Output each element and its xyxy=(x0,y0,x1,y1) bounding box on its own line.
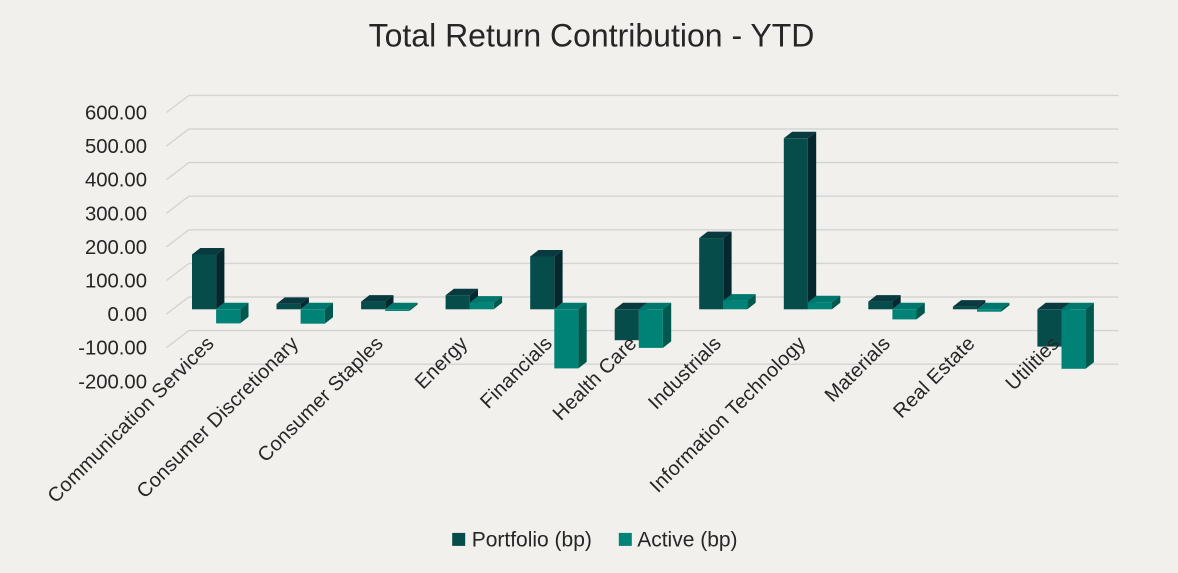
svg-text:400.00: 400.00 xyxy=(85,170,147,192)
svg-text:-100.00: -100.00 xyxy=(78,338,147,360)
svg-text:500.00: 500.00 xyxy=(85,136,147,158)
svg-text:Total Return Contribution - YT: Total Return Contribution - YTD xyxy=(369,17,815,53)
svg-text:100.00: 100.00 xyxy=(85,271,147,293)
svg-text:200.00: 200.00 xyxy=(85,237,147,259)
svg-text:Active (bp): Active (bp) xyxy=(637,528,737,551)
svg-text:Portfolio (bp): Portfolio (bp) xyxy=(472,528,592,551)
svg-text:600.00: 600.00 xyxy=(85,103,147,125)
svg-text:0.00: 0.00 xyxy=(108,304,147,326)
svg-text:300.00: 300.00 xyxy=(85,203,147,225)
svg-text:-200.00: -200.00 xyxy=(78,371,147,393)
